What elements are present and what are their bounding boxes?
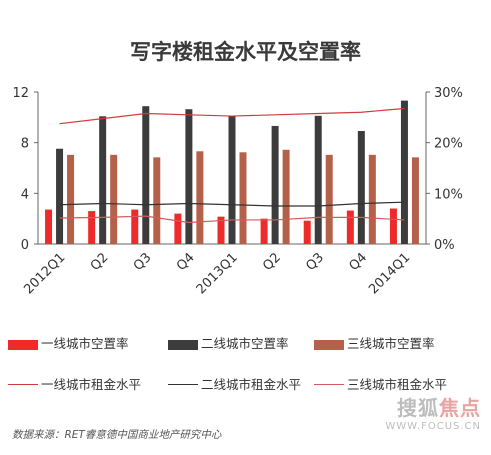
bar-3-2012Q1 [67,154,75,244]
chart-title: 写字楼租金水平及空置率 [130,40,361,64]
bar-2-2014Q1 [400,100,408,244]
x-tick-label: 2012Q1 [21,250,68,297]
legend-swatch [168,384,198,385]
line-series-2 [59,201,405,207]
bar-3-Q2 [110,154,118,244]
x-tick-label: 2013Q1 [194,250,241,297]
y-tick-label-right: 10% [434,187,463,202]
watermark-url: WWW.FOCUS.CN [385,421,481,432]
bar-1-2014Q1 [389,208,397,244]
bar-2-Q4 [357,131,365,244]
legend-swatch [8,339,38,350]
bar-2-Q3 [314,115,322,245]
legend-label: 一线城市租金水平 [41,377,142,392]
source-note: 数据来源：RET睿意德中国商业地产研究中心 [12,429,222,441]
bar-2-Q3 [142,106,150,244]
x-tick-label: Q3 [131,250,155,274]
legend-label: 一线城市空置率 [41,336,129,351]
legend-item-4: 二线城市租金水平 [168,374,301,393]
y-tick-label-left: 8 [21,137,29,152]
bar-3-Q3 [325,154,333,244]
y-tick-label-left: 12 [12,86,29,101]
y-tick-label-right: 20% [434,137,463,152]
x-tick-label: Q3 [303,250,327,274]
legend-swatch [8,384,38,385]
bar-2-Q2 [99,116,107,244]
bar-2-2012Q1 [56,148,64,244]
legend-item-3: 一线城市租金水平 [8,374,141,393]
line-series-3 [59,215,405,224]
y-tick-label-left: 0 [21,238,29,253]
legend-item-0: 一线城市空置率 [8,333,129,352]
y-tick-label-right: 0% [434,238,455,253]
bar-1-Q2 [88,211,96,244]
bar-1-Q2 [260,218,268,244]
watermark-logo: 搜狐焦点 WWW.FOCUS.CN [385,392,481,432]
x-tick-label: 2014Q1 [366,250,413,297]
x-tick-label: Q4 [346,250,370,274]
bar-1-Q4 [346,210,354,244]
legend-label: 二线城市空置率 [201,336,289,351]
y-tick-label-right: 30% [434,86,463,101]
bar-1-2013Q1 [217,216,225,244]
bar-2-Q2 [271,125,279,244]
y-tick-label-left: 4 [21,187,29,202]
x-tick-label: Q2 [260,250,284,274]
legend-label: 二线城市租金水平 [201,377,302,392]
legend-label: 三线城市租金水平 [347,377,448,392]
x-tick-label: Q4 [174,250,198,274]
bar-3-Q4 [196,151,204,244]
x-tick-label: Q2 [88,250,112,274]
legend-item-2: 三线城市空置率 [314,333,435,352]
bar-3-Q4 [368,154,376,244]
legend-label: 三线城市空置率 [347,336,435,351]
legend-item-1: 二线城市空置率 [168,333,289,352]
bar-3-Q3 [153,157,161,244]
bar-1-2012Q1 [45,209,53,244]
legend-swatch [168,339,198,350]
legend-swatch [314,339,344,350]
legend-swatch [314,384,344,385]
legend-item-5: 三线城市租金水平 [314,374,447,393]
bar-2-Q4 [185,109,193,244]
bar-1-Q4 [174,213,182,244]
bar-3-2014Q1 [411,157,419,244]
watermark-name: 搜狐焦点 [397,396,481,420]
line-series-1 [59,107,405,125]
bar-1-Q3 [303,220,311,244]
bar-2-2013Q1 [228,115,236,245]
bar-1-Q3 [131,209,139,244]
bar-3-Q2 [282,149,290,244]
bar-3-2013Q1 [239,152,247,244]
